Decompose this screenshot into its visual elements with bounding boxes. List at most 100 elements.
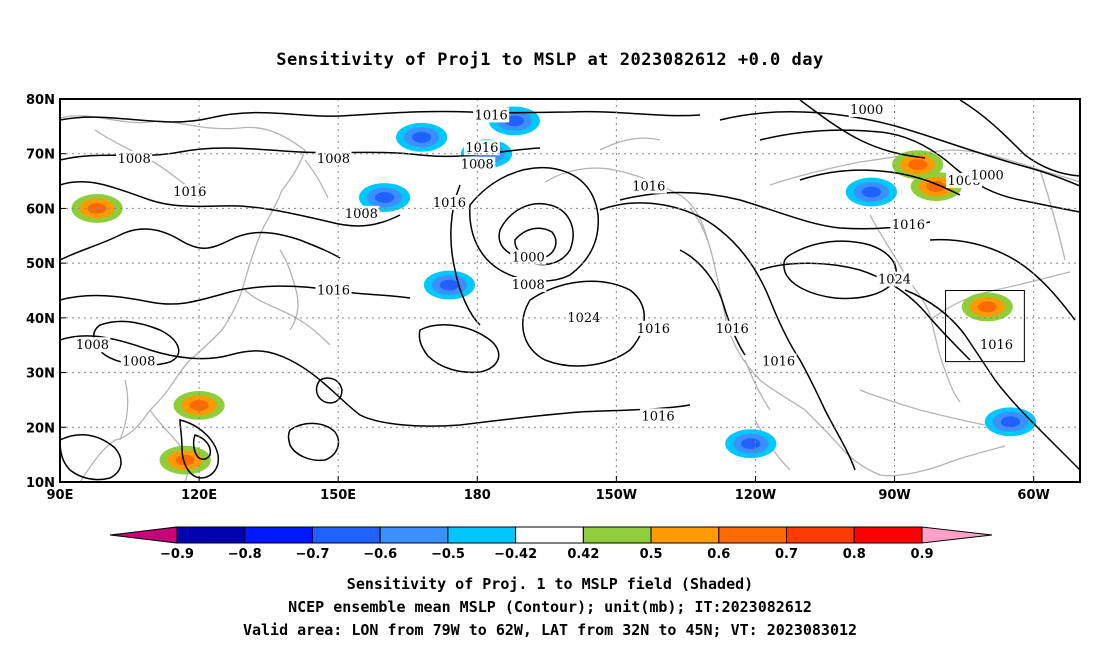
contour-label-bg xyxy=(640,408,677,424)
negative-sensitivity-area xyxy=(861,186,881,198)
contour-label-bg xyxy=(969,167,1006,183)
colorbar: −0.9 −0.8 −0.7 −0.6 −0.5 −0.42 0.42 0.5 0.6 0.7 0.… xyxy=(109,526,993,562)
negative-sensitivity-area xyxy=(741,438,761,450)
colorbar-label: 0.42 xyxy=(567,547,599,562)
colorbar-low-triangle xyxy=(109,526,178,544)
caption-line-3: Valid area: LON from 79W to 62W, LAT fro… xyxy=(242,621,858,639)
lat-tick-label: 30N xyxy=(26,367,55,382)
longitude-axis: 90E 120E 150E 180 150W 120W 90W 60W xyxy=(47,488,1050,503)
contour-label: 1016 xyxy=(980,338,1013,353)
lat-tick-label: 60N xyxy=(26,202,55,217)
contour-label-bg xyxy=(635,320,672,336)
positive-sensitivity-area xyxy=(926,181,946,192)
contour-label: 1016 xyxy=(632,180,665,195)
contour-label: 1016 xyxy=(637,322,670,337)
colorbar-swatch xyxy=(718,526,788,544)
negative-sensitivity-area xyxy=(412,131,432,143)
contour-label-bg xyxy=(459,156,496,172)
negative-sensitivity-area xyxy=(504,115,524,127)
map-frame xyxy=(59,98,1081,483)
lat-tick-label: 40N xyxy=(26,312,55,327)
colorbar-label: −0.42 xyxy=(494,547,537,562)
valid-area-box xyxy=(945,290,1025,363)
caption-line-2: NCEP ensemble mean MSLP (Contour); unit(… xyxy=(288,598,812,616)
lat-tick-label: 50N xyxy=(26,257,55,272)
lon-tick-label: 90E xyxy=(47,488,74,503)
contour-label: 1008 xyxy=(76,338,109,353)
colorbar-label: −0.5 xyxy=(431,547,465,562)
contour-label: 1016 xyxy=(173,185,206,200)
contour-label: 1008 xyxy=(122,355,155,370)
negative-sensitivity-area xyxy=(439,279,460,291)
contour-label: 1016 xyxy=(716,322,749,337)
contour-label-bg xyxy=(890,216,927,232)
lon-tick-label: 150W xyxy=(596,488,637,503)
colorbar-swatch xyxy=(786,526,855,544)
contour-label: 1016 xyxy=(642,409,675,424)
contour-label: 1016 xyxy=(317,284,350,299)
negative-sensitivity-area xyxy=(1000,416,1021,428)
colorbar-swatch xyxy=(515,526,584,544)
contour-labels: 1016 1016 1008 1000 1008 1008 1016 1008 1016 1016… xyxy=(74,101,1015,424)
colorbar-swatch xyxy=(176,526,246,544)
contour-label: 1000 xyxy=(512,251,545,266)
lon-tick-label: 120E xyxy=(181,488,217,503)
colorbar-high-triangle xyxy=(921,526,993,544)
colorbar-label: −0.9 xyxy=(160,547,194,562)
contour-label: 1000 xyxy=(850,103,883,118)
colorbar-swatch xyxy=(379,526,449,544)
contour-label: 1016 xyxy=(762,355,795,370)
lat-tick-label: 70N xyxy=(26,148,55,163)
contour-label-bg xyxy=(463,140,500,156)
contour-label-bg xyxy=(760,353,797,369)
contour-label-bg xyxy=(315,282,352,298)
colorbar-label: −0.7 xyxy=(295,547,329,562)
contour-label: 1008 xyxy=(118,152,151,167)
colorbar-label: 0.8 xyxy=(843,547,866,562)
lat-tick-label: 80N xyxy=(26,93,55,108)
colorbar-label: 0.6 xyxy=(707,547,730,562)
colorbar-label: 0.9 xyxy=(910,547,933,562)
colorbar-label: 0.5 xyxy=(640,547,663,562)
contour-label-bg xyxy=(315,151,352,167)
negative-sensitivity-area xyxy=(374,192,395,203)
positive-sensitivity-area xyxy=(977,301,997,313)
colorbar-swatch xyxy=(582,526,652,544)
contour-label-bg xyxy=(714,320,751,336)
lon-tick-label: 120W xyxy=(735,488,776,503)
latitude-axis: 80N 70N 60N 50N 40N 30N 20N 10N xyxy=(26,93,55,491)
positive-sensitivity-area xyxy=(175,454,195,466)
sensitivity-shading xyxy=(71,106,1037,475)
contour-label-bg xyxy=(630,178,667,194)
colorbar-label: −0.8 xyxy=(228,547,262,562)
contour-label-bg xyxy=(510,249,547,265)
contour-label-bg xyxy=(510,277,547,293)
graticule xyxy=(59,98,1080,483)
contour-label: 1000 xyxy=(971,169,1004,184)
contour-label: 1008 xyxy=(512,278,545,293)
contour-label-bg xyxy=(74,337,111,353)
colorbar-label: 0.7 xyxy=(775,547,798,562)
colorbar-swatch xyxy=(311,526,381,544)
contour-label-bg xyxy=(116,151,153,167)
contour-label: 1016 xyxy=(892,218,925,233)
lat-tick-label: 10N xyxy=(26,476,55,491)
lon-tick-label: 90W xyxy=(878,488,910,503)
lon-tick-label: 150E xyxy=(320,488,356,503)
contour-label: 1008 xyxy=(317,152,350,167)
colorbar-swatch xyxy=(244,526,313,544)
lat-tick-label: 20N xyxy=(26,421,55,436)
contour-label-bg xyxy=(978,337,1015,353)
mslp-contours xyxy=(60,99,1080,481)
colorbar-label: −0.6 xyxy=(363,547,397,562)
contour-label-bg xyxy=(473,107,510,123)
positive-sensitivity-area xyxy=(908,159,928,171)
contour-label-bg xyxy=(848,101,885,117)
contour-label-bg xyxy=(431,194,468,210)
contour-label-bg xyxy=(343,205,380,221)
contour-label: 1008 xyxy=(345,207,378,222)
lon-tick-label: 60W xyxy=(1017,488,1049,503)
colorbar-swatch xyxy=(650,526,720,544)
colorbar-swatch xyxy=(447,526,517,544)
